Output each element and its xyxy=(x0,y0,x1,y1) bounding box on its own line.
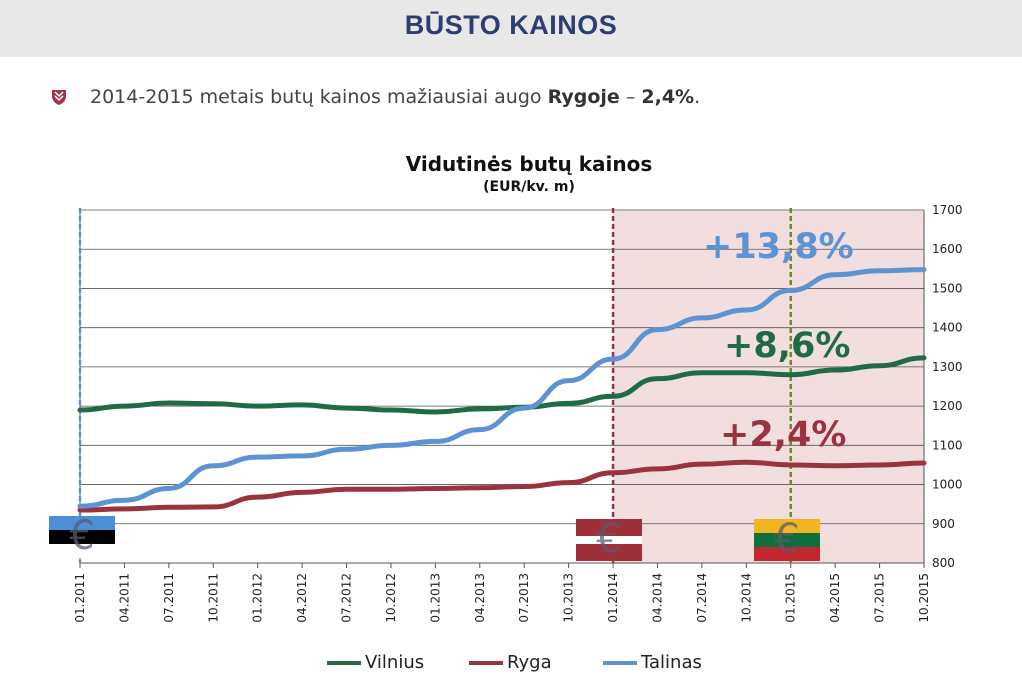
chart-legend: Vilnius Ryga Talinas xyxy=(0,652,1022,676)
y-tick-label: 1100 xyxy=(932,438,963,452)
x-tick-label: 04.2013 xyxy=(473,573,487,623)
legend-swatch xyxy=(603,660,637,665)
page-title: BŪSTO KAINOS xyxy=(404,10,618,40)
x-tick-label: 07.2012 xyxy=(340,573,354,623)
estonia-flag-icon: € xyxy=(49,513,115,559)
euro-icon: € xyxy=(69,513,95,559)
bullet-line: 2014-2015 metais butų kainos mažiausiai … xyxy=(50,82,700,112)
x-tick-label: 07.2014 xyxy=(695,573,709,623)
series-line-talinas xyxy=(77,267,927,509)
legend-label: Talinas xyxy=(641,652,702,673)
bullet-text-after: . xyxy=(694,86,701,108)
bullet-city: Rygoje xyxy=(547,86,620,108)
y-tick-label: 1300 xyxy=(932,360,963,374)
annotation-vilnius: +8,6% xyxy=(724,326,850,366)
y-tick-labels: 800 900 1000 1100 1200 1300 1400 1500 1600 1700 xyxy=(932,203,963,570)
y-tick-label: 1700 xyxy=(932,203,963,217)
x-tick-label: 10.2013 xyxy=(562,573,576,623)
chart-title: Vidutinės butų kainos xyxy=(405,152,653,176)
x-tick-label: 07.2011 xyxy=(162,573,176,623)
latvia-flag-icon: € xyxy=(576,516,642,562)
lithuania-flag-icon: € xyxy=(754,516,820,562)
y-tick-label: 800 xyxy=(932,556,955,570)
y-tick-label: 1200 xyxy=(932,399,963,413)
bullet-value: 2,4% xyxy=(641,86,695,108)
x-tick-labels: 01.2011 04.2011 07.2011 10.2011 01.2012 04.20… xyxy=(73,573,931,623)
x-tick-label: 04.2011 xyxy=(117,573,131,623)
x-tick-label: 04.2012 xyxy=(295,573,309,623)
chart-subtitle: (EUR/kv. m) xyxy=(483,179,575,195)
series-lines xyxy=(77,267,927,513)
x-tick-label: 04.2014 xyxy=(650,573,664,623)
y-tick-label: 1000 xyxy=(932,478,963,492)
legend-swatch xyxy=(469,660,503,665)
bullet-text-before: 2014-2015 metais butų kainos mažiausiai … xyxy=(90,86,548,108)
series-line-vilnius xyxy=(77,355,927,415)
x-tick-label: 10.2011 xyxy=(206,573,220,623)
euro-icon: € xyxy=(596,516,622,562)
annotation-talinas: +13,8% xyxy=(703,227,854,267)
x-tick-label: 07.2015 xyxy=(873,573,887,623)
x-tick-label: 01.2015 xyxy=(784,573,798,623)
legend-item-talinas: Talinas xyxy=(603,652,702,673)
header-bar: BŪSTO KAINOS xyxy=(0,0,1022,57)
y-tick-label: 900 xyxy=(932,517,955,531)
x-tick-label: 01.2011 xyxy=(73,573,87,623)
euro-markers xyxy=(78,208,792,563)
shield-bullet-icon xyxy=(50,88,68,106)
x-tick-label: 07.2013 xyxy=(517,573,531,623)
y-tick-label: 1400 xyxy=(932,321,963,335)
x-tick-label: 10.2015 xyxy=(917,573,931,623)
legend-label: Ryga xyxy=(507,652,552,673)
series-line-ryga xyxy=(77,459,927,513)
legend-item-ryga: Ryga xyxy=(469,652,552,673)
y-tick-label: 1500 xyxy=(932,281,963,295)
x-tick-label: 01.2013 xyxy=(428,573,442,623)
annotation-ryga: +2,4% xyxy=(720,415,846,455)
x-tick-label: 10.2012 xyxy=(384,573,398,623)
x-tick-label: 10.2014 xyxy=(739,573,753,623)
x-tick-label: 01.2012 xyxy=(251,573,265,623)
legend-label: Vilnius xyxy=(365,652,425,673)
x-tick-label: 01.2014 xyxy=(606,573,620,623)
legend-swatch xyxy=(327,660,361,665)
euro-icon: € xyxy=(774,516,800,562)
legend-item-vilnius: Vilnius xyxy=(327,652,424,673)
bullet-text: 2014-2015 metais butų kainos mažiausiai … xyxy=(90,86,700,108)
y-tick-label: 1600 xyxy=(932,242,963,256)
bullet-dash: – xyxy=(619,86,642,108)
x-tick-label: 04.2015 xyxy=(828,573,842,623)
annotations: +13,8% +8,6% +2,4% xyxy=(703,227,854,455)
